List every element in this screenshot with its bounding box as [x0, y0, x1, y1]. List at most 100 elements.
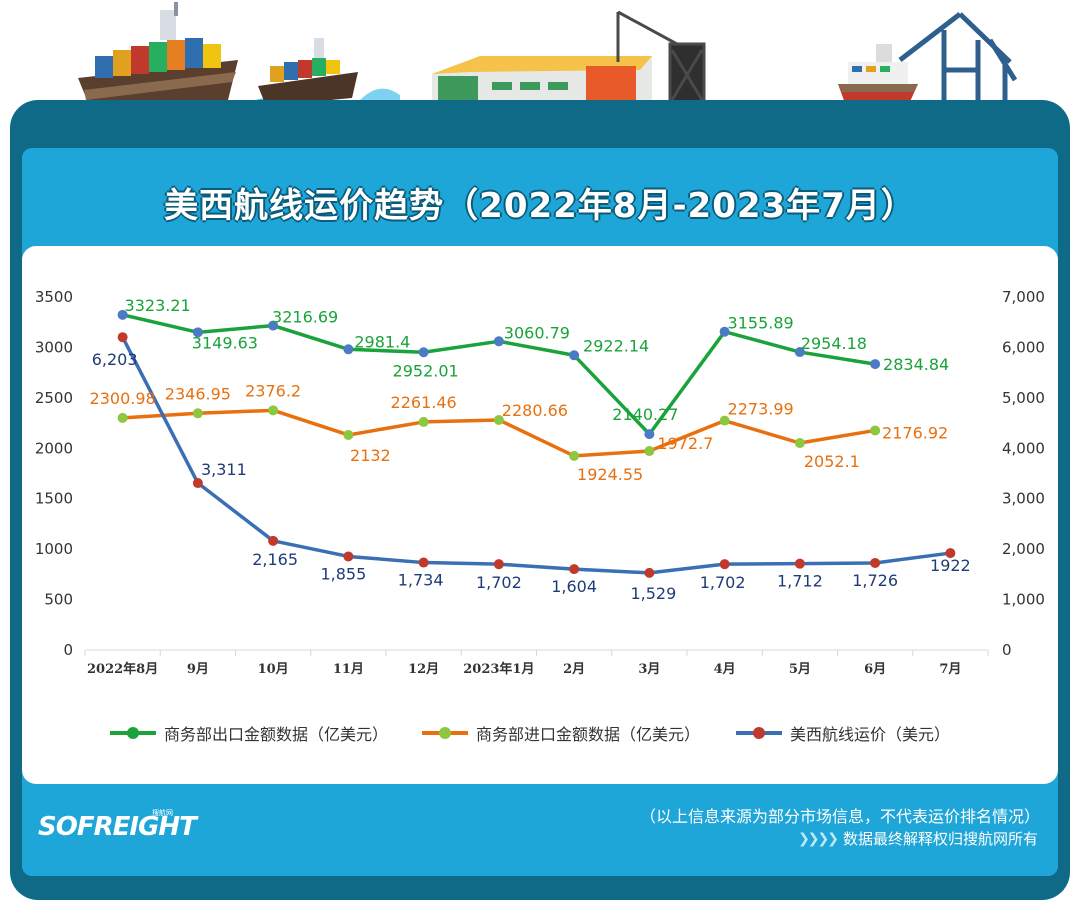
y-left-tick-label: 500 [44, 591, 73, 609]
chart-title: 美西航线运价趋势（2022年8月-2023年7月） [164, 186, 916, 226]
data-label-import: 1924.55 [577, 465, 643, 484]
series-line-freight [121, 336, 951, 575]
y-left-tick-label: 1500 [35, 490, 73, 508]
x-tick-label: 2023年1月 [463, 661, 534, 677]
data-label-export: 3216.69 [272, 308, 338, 327]
data-label-freight: 2,165 [252, 550, 298, 569]
data-label-import: 2376.2 [245, 381, 301, 400]
data-label-import: 2300.98 [90, 389, 156, 408]
data-label-freight: 1,734 [398, 571, 444, 590]
marker-freight [644, 567, 655, 578]
marker-import [192, 408, 203, 419]
y-left-tick-label: 1000 [35, 540, 73, 558]
container-ship-large-icon [78, 2, 238, 112]
marker-export [719, 326, 730, 337]
rights-text: 数据最终解释权归搜航网所有 [842, 830, 1038, 848]
marker-freight [117, 332, 128, 343]
data-label-export: 2922.14 [583, 336, 649, 355]
data-label-import: 1972.7 [657, 434, 713, 453]
marker-export [192, 327, 203, 338]
data-label-freight: 3,311 [201, 460, 247, 479]
marker-import [418, 416, 429, 427]
gantry-crane-icon [898, 12, 1018, 110]
legend-label-import: 商务部进口金额数据（亿美元） [476, 725, 701, 744]
marker-import [644, 446, 655, 457]
marker-freight [418, 557, 429, 568]
y-right-tick-label: 7,000 [1002, 288, 1045, 306]
x-tick-label: 4月 [714, 662, 736, 677]
marker-freight [268, 535, 279, 546]
y-left-tick-label: 2500 [35, 389, 73, 407]
legend-item-export: 商务部出口金额数据（亿美元） [110, 718, 388, 748]
marker-freight [192, 478, 203, 489]
marker-freight [719, 559, 730, 570]
legend-item-freight: 美西航线运价（美元） [736, 718, 950, 748]
data-label-export: 3323.21 [125, 296, 191, 315]
sofreight-logo: SOFREIGHT [38, 812, 197, 842]
marker-import [794, 438, 805, 449]
data-label-export: 2981.4 [354, 332, 410, 351]
marker-export [117, 309, 128, 320]
legend-label-freight: 美西航线运价（美元） [790, 725, 951, 744]
legend-swatch-export [110, 727, 156, 739]
marker-export [569, 350, 580, 361]
chevrons-icon: ❯❯❯❯ [798, 830, 839, 847]
x-tick-label: 6月 [864, 662, 886, 677]
y-right-tick-label: 4,000 [1002, 439, 1045, 457]
marker-import [569, 450, 580, 461]
data-label-export: 2952.01 [393, 361, 459, 380]
marker-export [418, 347, 429, 358]
y-left-tick-label: 2000 [35, 439, 73, 457]
x-tick-label: 7月 [939, 662, 961, 677]
y-right-tick-label: 3,000 [1002, 490, 1045, 508]
data-label-export: 2954.18 [801, 334, 867, 353]
marker-freight [343, 551, 354, 562]
marker-export [870, 359, 881, 370]
legend-swatch-freight [736, 727, 782, 739]
data-label-freight: 1,702 [700, 573, 746, 592]
y-left-tick-label: 0 [63, 641, 73, 659]
data-label-freight: 1,726 [852, 571, 898, 590]
legend-item-import: 商务部进口金额数据（亿美元） [422, 718, 700, 748]
y-right-tick-label: 0 [1002, 641, 1012, 659]
marker-export [644, 429, 655, 440]
data-label-export: 2834.84 [883, 355, 949, 374]
legend-swatch-import [422, 727, 468, 739]
data-label-import: 2280.66 [502, 401, 568, 420]
data-label-freight: 1,529 [630, 584, 676, 603]
marker-freight [870, 557, 881, 568]
data-label-import: 2346.95 [165, 384, 231, 403]
data-label-freight: 1,712 [777, 572, 823, 591]
legend-label-export: 商务部出口金额数据（亿美元） [164, 725, 389, 744]
marker-import [493, 414, 504, 425]
sofreight-logo-cn: 搜航网 [152, 809, 173, 817]
x-tick-label: 12月 [408, 662, 439, 677]
data-label-export: 3155.89 [728, 314, 794, 333]
data-label-import: 2176.92 [882, 423, 948, 442]
series-markers [117, 309, 956, 578]
source-note: （以上信息来源为部分市场信息，不代表运价排名情况） [639, 807, 1040, 826]
rights-note: ❯❯❯❯ 数据最终解释权归搜航网所有 [798, 828, 1038, 849]
data-label-export: 2140.27 [612, 405, 678, 424]
marker-freight [794, 558, 805, 569]
x-tick-label: 3月 [638, 662, 660, 677]
data-label-freight: 1,855 [320, 564, 366, 583]
x-tick-label: 10月 [258, 662, 289, 677]
marker-import [117, 412, 128, 423]
y-right-tick-label: 6,000 [1002, 338, 1045, 356]
marker-import [268, 405, 279, 416]
series-lines [121, 313, 951, 575]
data-label-import: 2132 [350, 446, 391, 465]
container-ship-small-icon [258, 38, 358, 106]
data-label-freight: 1922 [930, 556, 971, 575]
data-label-freight: 1,702 [476, 573, 522, 592]
marker-export [268, 320, 279, 331]
marker-export [794, 347, 805, 358]
y-right-tick-label: 2,000 [1002, 540, 1045, 558]
marker-export [343, 344, 354, 355]
y-left-tick-label: 3000 [35, 338, 73, 356]
marker-freight [569, 564, 580, 575]
data-label-import: 2273.99 [728, 400, 794, 419]
data-label-freight: 1,604 [551, 577, 597, 596]
